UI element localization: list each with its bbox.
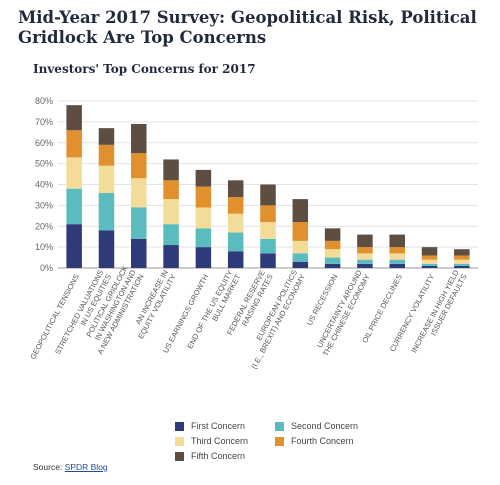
- y-tick-label: 40%: [35, 180, 53, 190]
- y-tick-label: 30%: [35, 200, 53, 210]
- bar-segment: [98, 144, 115, 166]
- bar-segment: [66, 157, 82, 189]
- bar-segment: [98, 230, 115, 268]
- bar-segment: [454, 249, 470, 256]
- bar-segment: [389, 234, 405, 248]
- bar-segment: [195, 169, 212, 187]
- legend-swatch: [275, 421, 284, 431]
- bar-segment: [389, 263, 405, 268]
- legend-label: Fourth Concern: [291, 436, 354, 446]
- legend-swatch: [175, 451, 184, 461]
- bar-segment: [421, 263, 438, 266]
- source-link[interactable]: SPDR Blog: [64, 462, 108, 472]
- x-tick-label: UNCERTAINTY AROUNDTHE CHINESE ECONOMY: [313, 268, 372, 358]
- bar-segment: [131, 153, 147, 179]
- bar-segment: [195, 247, 212, 268]
- y-tick-label: 70%: [35, 117, 53, 127]
- bar-segment: [357, 253, 373, 260]
- bar-segment: [324, 240, 341, 250]
- bar-segment: [454, 259, 470, 264]
- bar-segment: [260, 205, 276, 223]
- bar-segment: [227, 197, 244, 214]
- bar-segment: [227, 251, 244, 268]
- bar-segment: [131, 238, 147, 268]
- bar-segment: [66, 188, 82, 225]
- page-title: Mid-Year 2017 Survey: Geopolitical Risk,…: [18, 8, 477, 47]
- bar-segment: [357, 263, 373, 268]
- source-note: Source: SPDR Blog: [33, 462, 108, 472]
- bar-segment: [131, 123, 147, 154]
- x-tick-label: INCREASE IN HIGH YIELDISSUER DEFAULTS: [409, 268, 469, 359]
- y-tick-label: 60%: [35, 138, 53, 148]
- bar-segment: [163, 159, 179, 181]
- bar-segment: [421, 265, 438, 268]
- bar-segment: [357, 259, 373, 264]
- bar-segment: [260, 184, 276, 206]
- bar-segment: [66, 105, 82, 131]
- bar-segment: [131, 207, 147, 239]
- bar-segment: [389, 253, 405, 260]
- bar-segment: [260, 253, 276, 268]
- bar-segment: [454, 255, 470, 260]
- bar-segment: [98, 192, 115, 231]
- bar-segment: [163, 224, 179, 246]
- bar-segment: [357, 234, 373, 248]
- bar-segment: [227, 180, 244, 198]
- bar-segment: [357, 247, 373, 254]
- bar-segment: [131, 178, 147, 208]
- bar-segment: [98, 128, 115, 145]
- legend-item: Fourth Concern: [275, 436, 354, 446]
- legend-label: Second Concern: [291, 421, 359, 431]
- y-tick-label: 50%: [35, 159, 53, 169]
- legend-item: Second Concern: [275, 421, 358, 431]
- bar-segment: [421, 247, 438, 256]
- bar-segment: [292, 222, 309, 241]
- bar-segment: [454, 263, 470, 266]
- legend-label: Third Concern: [191, 436, 249, 446]
- bar-segment: [324, 263, 341, 268]
- bar-segment: [66, 130, 82, 158]
- y-tick-label: 20%: [35, 221, 53, 231]
- source-prefix: Source:: [33, 462, 65, 472]
- legend-label: First Concern: [191, 421, 246, 431]
- y-tick-label: 80%: [35, 96, 53, 106]
- bar-segment: [421, 255, 438, 260]
- legend-item: First Concern: [175, 421, 245, 431]
- bar-segment: [389, 259, 405, 264]
- bar-segment: [66, 224, 82, 268]
- bar-segment: [227, 232, 244, 252]
- bar-segment: [324, 249, 341, 258]
- legend-swatch: [175, 436, 184, 446]
- bar-segment: [98, 165, 115, 193]
- bar-segment: [227, 213, 244, 233]
- bar-segment: [163, 245, 179, 268]
- x-tick-label: END OF THE US EQUITYBULL MARKET: [185, 268, 242, 354]
- bar-segment: [163, 199, 179, 225]
- bar-segment: [195, 207, 212, 229]
- bar-segment: [421, 259, 438, 264]
- bar-segment: [292, 199, 309, 223]
- bar-segment: [454, 265, 470, 268]
- y-tick-label: 0%: [40, 263, 53, 273]
- legend-label: Fifth Concern: [191, 451, 246, 461]
- bar-segment: [324, 228, 341, 241]
- legend-swatch: [175, 421, 184, 431]
- bar-segment: [292, 240, 309, 254]
- chart-subtitle: Investors' Top Concerns for 2017: [33, 62, 256, 76]
- legend-swatch: [275, 436, 284, 446]
- bar-segment: [195, 228, 212, 248]
- bar-segment: [292, 261, 309, 268]
- y-tick-label: 10%: [35, 242, 53, 252]
- bar-segment: [260, 238, 276, 254]
- bar-segment: [292, 253, 309, 262]
- bar-segment: [163, 180, 179, 200]
- legend-item: Third Concern: [175, 436, 248, 446]
- bar-segment: [324, 257, 341, 264]
- bar-segment: [389, 247, 405, 254]
- bar-segment: [195, 186, 212, 208]
- legend-item: Fifth Concern: [175, 451, 245, 461]
- bar-segment: [260, 222, 276, 239]
